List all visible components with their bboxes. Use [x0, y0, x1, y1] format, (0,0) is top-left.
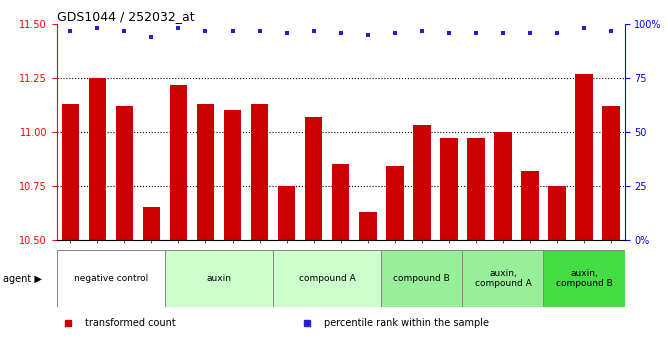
Text: negative control: negative control: [73, 274, 148, 283]
Bar: [413, 126, 431, 345]
Point: [173, 26, 184, 31]
Text: GDS1044 / 252032_at: GDS1044 / 252032_at: [57, 10, 194, 23]
Bar: [494, 132, 512, 345]
Text: auxin: auxin: [206, 274, 232, 283]
Text: compound B: compound B: [393, 274, 450, 283]
Bar: [462, 250, 544, 307]
Bar: [440, 138, 458, 345]
Bar: [273, 250, 381, 307]
Bar: [521, 171, 538, 345]
Text: agent ▶: agent ▶: [3, 274, 42, 284]
Bar: [544, 250, 625, 307]
Bar: [61, 104, 79, 345]
Point: [362, 32, 373, 38]
Text: percentile rank within the sample: percentile rank within the sample: [324, 318, 489, 327]
Bar: [165, 250, 273, 307]
Point: [498, 30, 508, 36]
Point: [524, 30, 535, 36]
Text: auxin,
compound A: auxin, compound A: [474, 269, 531, 288]
Point: [606, 28, 617, 33]
Bar: [116, 106, 133, 345]
Point: [200, 28, 211, 33]
Point: [444, 30, 454, 36]
Text: compound A: compound A: [299, 274, 355, 283]
Point: [335, 30, 346, 36]
Bar: [278, 186, 295, 345]
Point: [552, 30, 562, 36]
Point: [578, 26, 589, 31]
Bar: [332, 164, 349, 345]
Bar: [603, 106, 620, 345]
Text: auxin,
compound B: auxin, compound B: [556, 269, 613, 288]
Bar: [359, 212, 377, 345]
Point: [65, 28, 75, 33]
Bar: [305, 117, 323, 345]
Bar: [89, 78, 106, 345]
Bar: [575, 74, 593, 345]
Point: [389, 30, 400, 36]
Point: [281, 30, 292, 36]
Bar: [143, 207, 160, 345]
Point: [255, 28, 265, 33]
Point: [416, 28, 427, 33]
Bar: [196, 104, 214, 345]
Bar: [381, 250, 462, 307]
Bar: [386, 167, 403, 345]
Point: [119, 28, 130, 33]
Bar: [467, 138, 485, 345]
Point: [146, 34, 157, 40]
Text: transformed count: transformed count: [86, 318, 176, 327]
Bar: [250, 104, 269, 345]
Bar: [548, 186, 566, 345]
Point: [227, 28, 238, 33]
Point: [92, 26, 103, 31]
Bar: [224, 110, 241, 345]
Point: [309, 28, 319, 33]
Bar: [57, 250, 165, 307]
Point: [470, 30, 481, 36]
Bar: [170, 85, 187, 345]
